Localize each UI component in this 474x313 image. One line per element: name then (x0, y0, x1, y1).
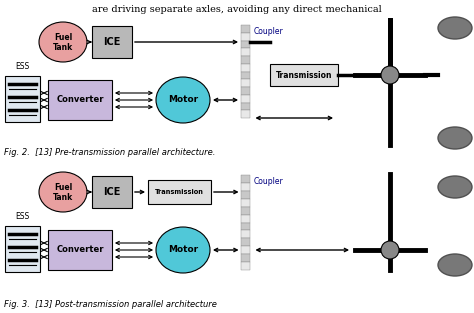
Bar (241, 262, 250, 270)
Ellipse shape (438, 254, 472, 276)
Text: Transmission: Transmission (276, 70, 332, 80)
Bar (241, 102, 250, 110)
Bar (241, 33, 250, 40)
Ellipse shape (39, 22, 87, 62)
Ellipse shape (156, 77, 210, 123)
Text: Transmission: Transmission (155, 189, 204, 195)
Bar (241, 207, 250, 215)
Bar (5, 76, 40, 122)
Text: Fig. 3.  [13] Post-transmission parallel architecture: Fig. 3. [13] Post-transmission parallel … (4, 300, 217, 309)
Bar (241, 183, 250, 191)
Text: are driving separate axles, avoiding any direct mechanical: are driving separate axles, avoiding any… (92, 5, 382, 14)
Bar (241, 71, 250, 79)
Bar (5, 226, 40, 272)
Text: Fuel: Fuel (54, 183, 72, 192)
Bar (92, 26, 132, 58)
Bar (48, 80, 112, 120)
Text: Motor: Motor (168, 245, 198, 254)
Ellipse shape (39, 172, 87, 212)
Text: Motor: Motor (168, 95, 198, 105)
Bar (92, 176, 132, 208)
Text: ESS: ESS (15, 212, 29, 221)
Ellipse shape (438, 127, 472, 149)
Text: Fuel: Fuel (54, 33, 72, 43)
Bar (241, 40, 250, 48)
Bar (241, 215, 250, 223)
Bar (241, 246, 250, 254)
Text: Tank: Tank (53, 193, 73, 203)
Ellipse shape (381, 241, 399, 259)
Text: Coupler: Coupler (254, 27, 284, 36)
Text: Fig. 2.  [13] Pre-transmission parallel architecture.: Fig. 2. [13] Pre-transmission parallel a… (4, 148, 215, 157)
Bar (241, 110, 250, 118)
Ellipse shape (438, 176, 472, 198)
Bar (270, 64, 338, 86)
Text: ICE: ICE (103, 187, 121, 197)
Bar (241, 25, 250, 33)
Bar (241, 254, 250, 262)
Bar (241, 64, 250, 71)
Bar (241, 223, 250, 230)
Bar (241, 238, 250, 246)
Bar (241, 79, 250, 87)
Ellipse shape (438, 17, 472, 39)
Bar (241, 56, 250, 64)
Text: Tank: Tank (53, 44, 73, 53)
Bar (48, 230, 112, 270)
Text: ESS: ESS (15, 62, 29, 71)
Bar (241, 191, 250, 199)
Bar (148, 180, 211, 204)
Ellipse shape (381, 66, 399, 84)
Text: Coupler: Coupler (254, 177, 284, 186)
Bar (241, 199, 250, 207)
Ellipse shape (156, 227, 210, 273)
Text: Converter: Converter (56, 245, 104, 254)
Text: Converter: Converter (56, 95, 104, 105)
Text: ICE: ICE (103, 37, 121, 47)
Bar (241, 48, 250, 56)
Bar (241, 175, 250, 183)
Bar (241, 87, 250, 95)
Bar (241, 230, 250, 238)
Bar (241, 95, 250, 102)
